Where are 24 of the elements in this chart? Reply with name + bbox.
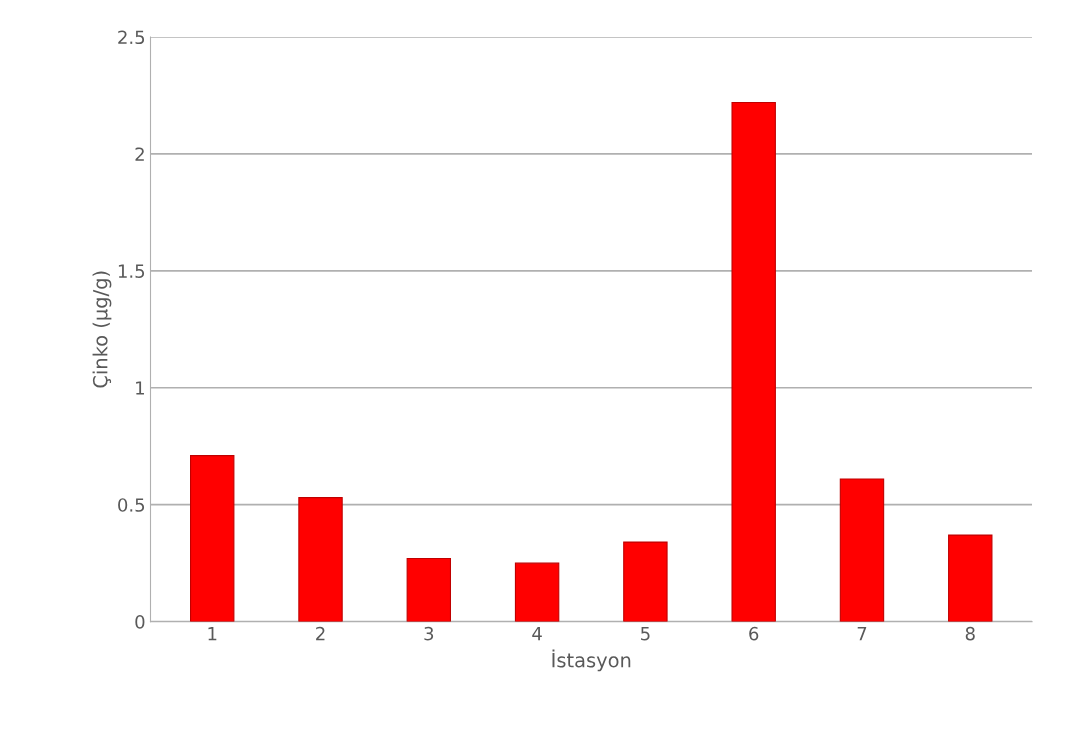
y-tick-label: 0.5 [118, 498, 145, 512]
bar [839, 478, 885, 622]
bar [948, 534, 993, 622]
bar [298, 497, 343, 622]
x-tick-label: 8 [965, 626, 975, 641]
y-tick-label: 2 [135, 147, 144, 161]
y-tick-label: 0 [135, 615, 145, 629]
x-tick-label: 5 [641, 627, 650, 641]
x-axis-title: İstasyon [552, 649, 631, 672]
x-tick-label: 3 [424, 626, 434, 641]
y-tick-label: 2.5 [118, 30, 145, 45]
x-tick-label: 2 [316, 626, 325, 641]
x-tick-label: 6 [749, 626, 759, 641]
y-tick-label: 1.5 [118, 264, 145, 278]
bar [731, 101, 776, 622]
y-axis-title: Çinko (µg/g) [92, 271, 112, 388]
bar [514, 562, 560, 622]
bar [623, 541, 668, 622]
bar [190, 455, 235, 622]
x-tick-label: 7 [857, 627, 867, 641]
x-tick-label: 1 [208, 627, 217, 641]
y-tick-label: 1 [136, 381, 144, 395]
bar [406, 557, 452, 622]
x-tick-label: 4 [532, 627, 542, 641]
